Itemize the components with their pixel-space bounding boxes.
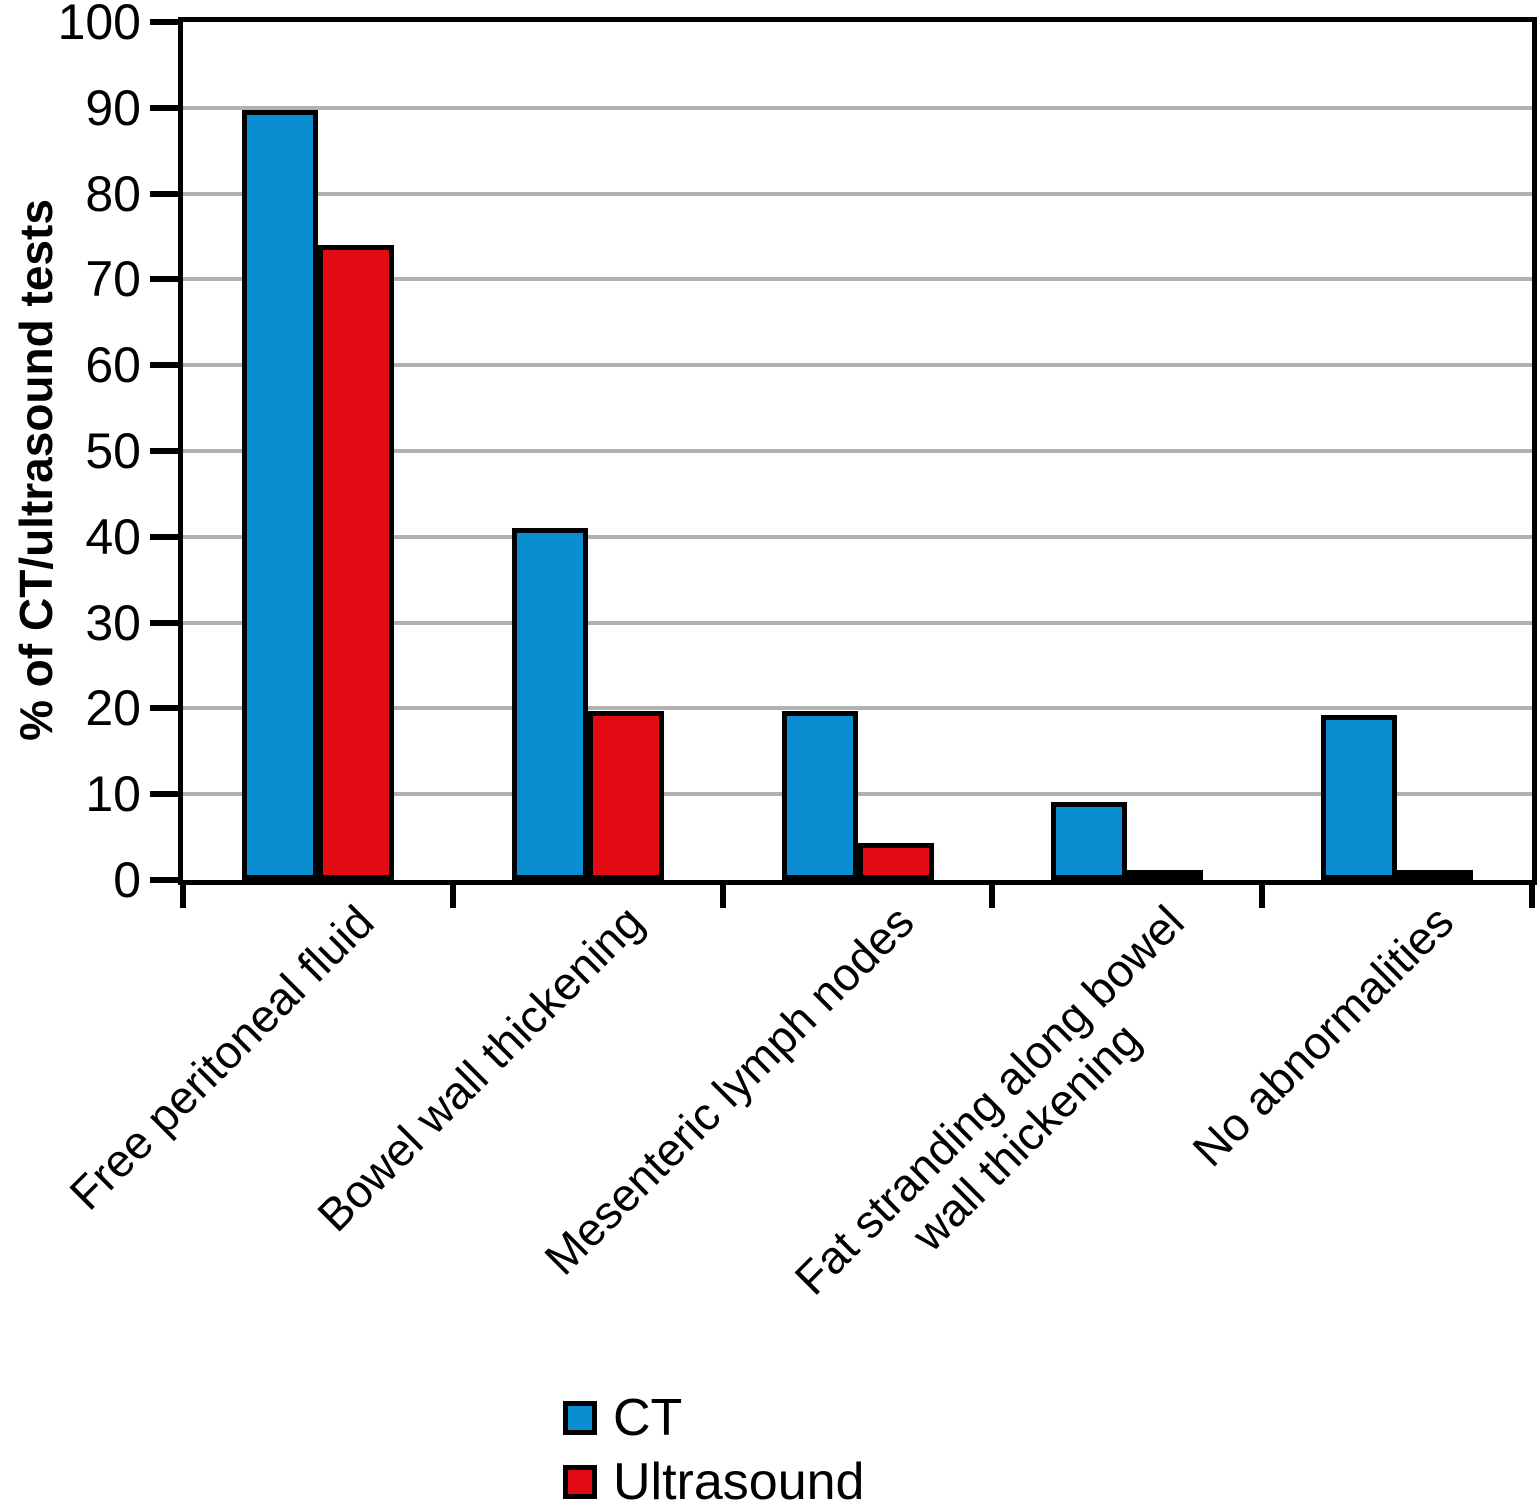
x-axis-tick-4 bbox=[1259, 880, 1266, 908]
bar-ultrasound-2 bbox=[587, 710, 664, 880]
y-tick-label-80: 80 bbox=[85, 165, 141, 222]
y-axis-tick-20 bbox=[150, 705, 178, 712]
bar-ct-1 bbox=[241, 110, 318, 880]
legend: CT Ultrasound bbox=[563, 1392, 864, 1508]
legend-swatch-ct bbox=[563, 1401, 597, 1435]
y-tick-label-60: 60 bbox=[85, 337, 141, 394]
y-tick-label-30: 30 bbox=[85, 594, 141, 651]
x-axis-tick-2 bbox=[719, 880, 726, 908]
gridline-80 bbox=[183, 191, 1532, 196]
y-tick-label-90: 90 bbox=[85, 79, 141, 136]
legend-item-ultrasound: Ultrasound bbox=[563, 1456, 864, 1508]
y-tick-label-100: 100 bbox=[57, 0, 141, 50]
y-tick-label-70: 70 bbox=[85, 251, 141, 308]
x-category-label-1: Free peritoneal fluid bbox=[59, 895, 384, 1220]
gridline-70 bbox=[183, 277, 1532, 282]
gridline-50 bbox=[183, 449, 1532, 453]
y-tick-label-20: 20 bbox=[85, 680, 141, 737]
gridline-40 bbox=[183, 534, 1532, 539]
bar-ultrasound-5 bbox=[1397, 870, 1474, 880]
gridline-10 bbox=[183, 792, 1532, 797]
y-axis-tick-60 bbox=[150, 362, 178, 369]
y-axis-tick-90 bbox=[150, 104, 178, 111]
bar-ct-3 bbox=[781, 710, 858, 880]
y-axis-tick-30 bbox=[150, 619, 178, 626]
x-axis-tick-0 bbox=[180, 880, 186, 908]
y-axis-tick-100 bbox=[150, 19, 178, 25]
bar-ultrasound-3 bbox=[857, 843, 934, 880]
y-tick-label-50: 50 bbox=[85, 423, 141, 479]
legend-label-ct: CT bbox=[613, 1389, 683, 1447]
x-axis-tick-1 bbox=[449, 880, 456, 908]
x-axis-tick-3 bbox=[989, 880, 996, 908]
legend-label-ultrasound: Ultrasound bbox=[613, 1453, 865, 1511]
y-axis-tick-80 bbox=[150, 190, 178, 197]
y-tick-label-10: 10 bbox=[85, 766, 141, 823]
y-axis-tick-70 bbox=[150, 276, 178, 283]
y-tick-label-0: 0 bbox=[113, 852, 141, 908]
bar-ct-2 bbox=[511, 528, 588, 880]
legend-item-ct: CT bbox=[563, 1392, 864, 1444]
y-axis-tick-0 bbox=[150, 877, 178, 883]
x-axis-tick-5 bbox=[1529, 880, 1535, 908]
bar-ct-4 bbox=[1051, 801, 1128, 880]
bar-ultrasound-1 bbox=[317, 245, 394, 880]
bar-ct-5 bbox=[1321, 715, 1398, 880]
plot-area: 0 10 20 30 40 50 60 70 80 90 100 Free peritoneal fl… bbox=[58, 0, 1537, 1305]
gridline-30 bbox=[183, 620, 1532, 625]
x-category-label-5: No abnormalities bbox=[1182, 895, 1464, 1177]
y-axis-tick-10 bbox=[150, 791, 178, 798]
bar-ultrasound-4 bbox=[1127, 870, 1204, 880]
y-axis-tick-50 bbox=[150, 448, 178, 454]
y-axis-tick-40 bbox=[150, 533, 178, 540]
gridline-20 bbox=[183, 706, 1532, 711]
gridline-60 bbox=[183, 363, 1532, 368]
y-axis-title: % of CT/ultrasound tests bbox=[10, 199, 62, 741]
legend-swatch-ultrasound bbox=[563, 1465, 597, 1499]
gridline-90 bbox=[183, 105, 1532, 110]
y-tick-label-40: 40 bbox=[85, 508, 141, 565]
